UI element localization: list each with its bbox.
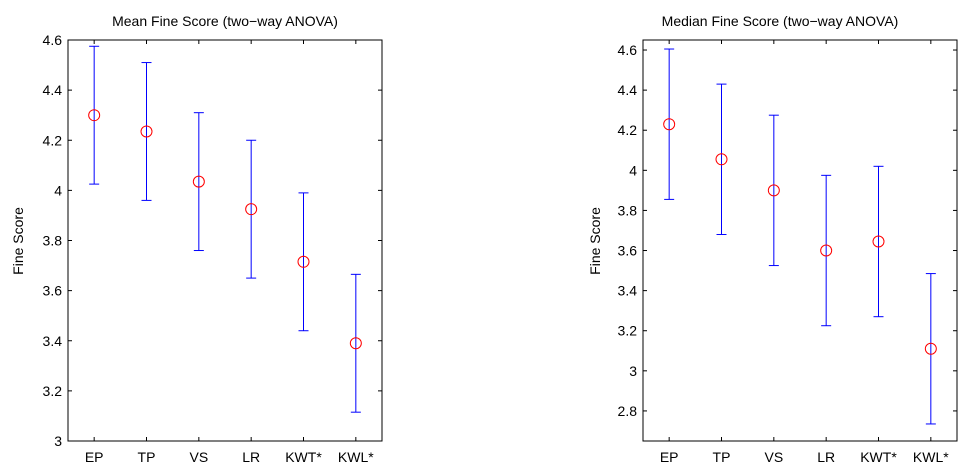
data-point-marker xyxy=(820,244,833,257)
x-tick-label: LR xyxy=(242,449,260,465)
y-axis-label: Fine Score xyxy=(10,207,26,275)
error-bar-ep xyxy=(88,45,101,185)
x-tick-label: EP xyxy=(660,449,679,465)
x-tick-label: TP xyxy=(138,449,156,465)
y-tick-label: 3.6 xyxy=(618,243,638,259)
x-tick-label: EP xyxy=(85,449,104,465)
error-bar-kwt xyxy=(297,192,310,332)
y-tick-label: 4 xyxy=(629,162,637,178)
data-point-marker xyxy=(715,153,728,166)
y-tick-label: 4 xyxy=(54,182,62,198)
data-point-marker xyxy=(297,255,310,268)
y-tick-label: 4.6 xyxy=(43,32,63,48)
y-tick-label: 3.2 xyxy=(43,383,63,399)
x-tick-label: VS xyxy=(764,449,783,465)
data-point-marker xyxy=(767,184,780,197)
y-tick-label: 3.4 xyxy=(43,333,63,349)
x-tick-label: KWL* xyxy=(913,449,949,465)
data-point-marker xyxy=(88,109,101,122)
y-tick-label: 3.2 xyxy=(618,323,638,339)
y-tick-label: 4.6 xyxy=(618,42,638,58)
error-bar-tp xyxy=(140,62,153,201)
data-marks xyxy=(663,48,937,425)
plot-area xyxy=(67,39,383,442)
y-tick-label: 3 xyxy=(54,433,62,449)
data-point-marker xyxy=(663,118,676,131)
median-fine-score-chart: Median Fine Score (two−way ANOVA) Fine S… xyxy=(587,13,958,465)
data-point-marker xyxy=(872,235,885,248)
error-bar-ep xyxy=(663,48,676,200)
y-tick-label: 4.4 xyxy=(43,82,63,98)
x-tick-label: LR xyxy=(817,449,835,465)
y-tick-label: 3.6 xyxy=(43,283,63,299)
data-point-marker xyxy=(245,203,258,216)
data-point-marker xyxy=(924,342,937,355)
y-tick-label: 3 xyxy=(629,363,637,379)
error-bar-kwl xyxy=(924,273,937,425)
error-bar-vs xyxy=(192,112,205,252)
error-bar-lr xyxy=(820,174,833,327)
y-tick-label: 4.4 xyxy=(618,82,638,98)
x-tick-label: KWL* xyxy=(338,449,374,465)
data-point-marker xyxy=(192,175,205,188)
chart-title: Mean Fine Score (two−way ANOVA) xyxy=(112,13,338,29)
data-point-marker xyxy=(349,337,362,350)
error-bar-tp xyxy=(715,83,728,235)
axis-ticks: 2.8 3 3.2 3.4 3.6 3.8 4 4.2 4.4 4.6 EP TP VS LR KWT* KW… xyxy=(618,40,957,465)
data-marks xyxy=(88,45,362,413)
chart-title: Median Fine Score (two−way ANOVA) xyxy=(662,13,899,29)
error-bar-vs xyxy=(767,114,780,267)
y-tick-label: 3.4 xyxy=(618,283,638,299)
y-tick-label: 3.8 xyxy=(618,202,638,218)
y-tick-label: 4.2 xyxy=(618,122,638,138)
data-point-marker xyxy=(140,125,153,138)
error-bar-lr xyxy=(245,139,258,279)
y-axis-label: Fine Score xyxy=(587,207,603,275)
y-tick-label: 2.8 xyxy=(618,403,638,419)
y-tick-label: 4.2 xyxy=(43,132,63,148)
x-tick-label: VS xyxy=(189,449,208,465)
x-tick-label: KWT* xyxy=(860,449,897,465)
x-tick-label: TP xyxy=(713,449,731,465)
error-bar-kwl xyxy=(349,273,362,413)
error-bar-kwt xyxy=(872,165,885,318)
y-tick-label: 3.8 xyxy=(43,233,63,249)
mean-fine-score-chart: Mean Fine Score (two−way ANOVA) Fine Sco… xyxy=(10,13,383,465)
plot-area xyxy=(642,39,958,442)
axis-ticks: 3 3.2 3.4 3.6 3.8 4 4.2 4.4 4.6 EP TP VS LR KWT* KWL* xyxy=(43,32,382,465)
x-tick-label: KWT* xyxy=(285,449,322,465)
